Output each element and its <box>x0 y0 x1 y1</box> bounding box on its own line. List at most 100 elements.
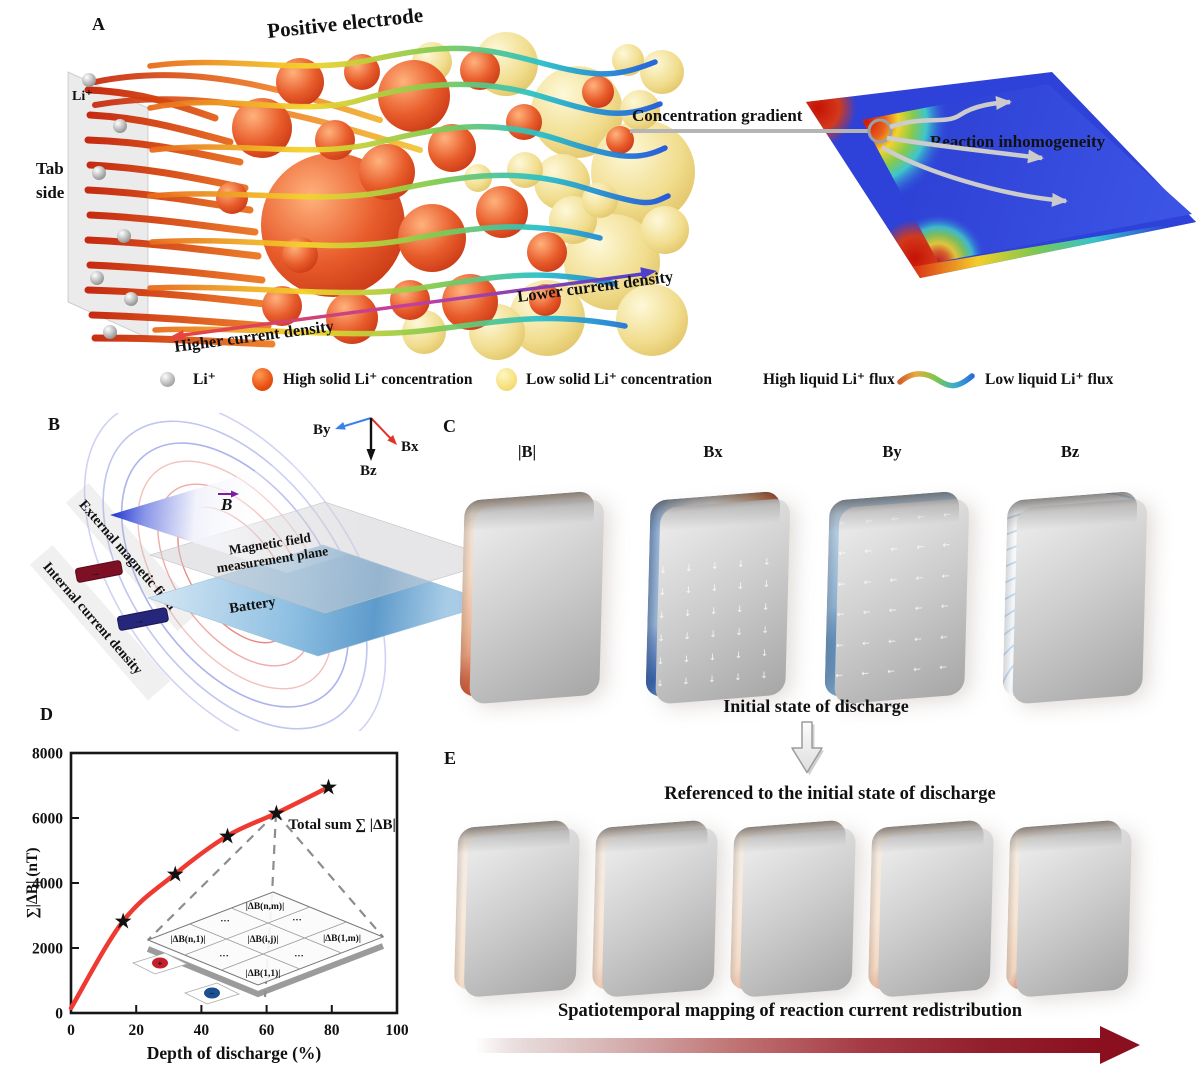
b-vector-label: B <box>218 490 239 514</box>
field-vector-glyph: ↓ <box>735 627 743 639</box>
positive-electrode-title: Positive electrode <box>266 3 424 43</box>
field-vector-glyph: ↓ <box>684 586 693 597</box>
field-vector-glyph: ← <box>837 579 846 591</box>
tab-side-label-line1: Tab <box>36 159 64 178</box>
svg-text:0: 0 <box>55 1006 63 1023</box>
field-vector-glyph: ← <box>887 667 896 678</box>
hotspot-circle <box>867 118 893 144</box>
initial-state-caption: Initial state of discharge <box>723 696 909 716</box>
field-vector-glyph: ← <box>913 665 922 676</box>
svg-text:|ΔB(n,1)|: |ΔB(n,1)| <box>170 934 205 945</box>
svg-text:★: ★ <box>167 864 184 885</box>
field-vector-glyph: ← <box>888 636 896 648</box>
positive-electrode-illustration: Li⁺ Positive electrode Tab side Higher c… <box>36 3 1196 360</box>
field-vector-glyph: ← <box>943 509 951 521</box>
battery-map-dod-4 <box>867 819 985 991</box>
current-feed-tubes <box>84 86 276 348</box>
svg-text:+: + <box>157 959 162 969</box>
svg-text:→: → <box>89 567 101 580</box>
svg-text:2000: 2000 <box>32 941 63 958</box>
concentration-gradient-label: Concentration gradient <box>632 106 803 125</box>
field-vector-glyph: ↓ <box>761 602 770 614</box>
field-vector-glyph: ↓ <box>658 588 667 599</box>
field-vector-glyph: ↓ <box>657 610 666 622</box>
inset-grid-lines <box>184 906 347 971</box>
negative-tab: → <box>117 607 169 631</box>
field-vector-glyph: ↓ <box>709 606 718 618</box>
field-vector-glyph: ↓ <box>762 557 771 568</box>
svg-text:|ΔB(i,j)|: |ΔB(i,j)| <box>248 934 279 945</box>
field-vector-glyph: ↓ <box>736 581 745 593</box>
battery-map-dod-5 <box>1005 819 1123 991</box>
battery-map-Bmag <box>459 490 595 698</box>
legend-li-label: Li⁺ <box>193 371 216 388</box>
panel-d-label: D <box>40 704 53 724</box>
svg-text:40: 40 <box>194 1022 210 1039</box>
field-vector-glyph: ← <box>939 632 948 644</box>
svg-text:Total sum ∑ |ΔB|: Total sum ∑ |ΔB| <box>288 817 395 833</box>
field-vector-glyph: ← <box>916 542 925 554</box>
field-axes-triad: By Bx Bz <box>313 417 419 479</box>
field-vector-glyph: ← <box>862 608 871 619</box>
svg-text:★: ★ <box>115 912 132 933</box>
field-vector-glyph: ↓ <box>656 656 665 668</box>
svg-text:8000: 8000 <box>32 746 63 763</box>
field-vector-glyph: ← <box>862 638 870 650</box>
battery-map-By: ← ← ← ← ← ← ← ← ← ← ← ← ← ← ← ← ← ← ← ← ← ← ← ← ← ← ← ← ← ← <box>824 490 960 698</box>
field-vector-glyph: ↓ <box>683 631 692 643</box>
svg-text:···: ··· <box>220 917 230 927</box>
field-vector-glyph: ↓ <box>709 629 717 641</box>
panel-b-label: B <box>48 414 61 434</box>
field-vector-glyph: ← <box>917 511 926 523</box>
svg-text:|ΔB(n,m)|: |ΔB(n,m)| <box>246 901 284 912</box>
magnetic-field-setup-illustration: External magnetic field Internal current… <box>29 413 501 731</box>
svg-text:−: − <box>209 989 214 999</box>
battery-map-dod-2 <box>591 819 709 991</box>
field-vector-glyph: ↓ <box>682 677 690 688</box>
svg-text:100: 100 <box>385 1022 409 1039</box>
li-ion-label: Li⁺ <box>72 89 93 104</box>
svg-text:→: → <box>133 615 145 628</box>
battery-map-Bz <box>1002 490 1138 698</box>
field-vector-glyph: ↓ <box>710 583 719 595</box>
panel-e-label: E <box>444 748 457 768</box>
field-vector-glyph: ← <box>889 575 898 586</box>
field-vector-glyph: ← <box>888 605 897 617</box>
map-label-Bmag: |B| <box>517 442 537 461</box>
inset-cell-labels: |ΔB(n,m)| |ΔB(n,1)| |ΔB(i,j)| |ΔB(1,m)| … <box>170 901 361 979</box>
inset-positive-tab: + <box>131 952 189 975</box>
axis-bx-label: Bx <box>401 439 419 455</box>
svg-text:4000: 4000 <box>32 876 63 893</box>
svg-text:80: 80 <box>324 1022 340 1039</box>
field-vector-glyph: ↓ <box>735 604 744 616</box>
time-gradient-arrow-shaft <box>475 1038 1105 1053</box>
svg-text:★: ★ <box>219 826 236 847</box>
legend-low-solid-label: Low solid Li⁺ concentration <box>526 371 713 388</box>
referenced-caption: Referenced to the initial state of disch… <box>664 784 996 804</box>
time-gradient-arrow-head <box>1100 1026 1140 1064</box>
inset-grid-plane <box>146 891 385 986</box>
field-vector-glyph: ← <box>864 546 873 558</box>
field-vector-glyph: ← <box>913 634 922 646</box>
field-vector-glyph: ← <box>836 640 844 652</box>
field-vector-glyph: ↓ <box>761 625 769 637</box>
chart-inset-battery-grid: |ΔB(n,m)| |ΔB(n,1)| |ΔB(i,j)| |ΔB(1,m)| … <box>131 812 385 1005</box>
svg-text:···: ··· <box>294 952 304 962</box>
field-vector-glyph: ↓ <box>736 559 745 570</box>
panel-c-label: C <box>443 416 456 436</box>
svg-text:★: ★ <box>268 804 285 825</box>
concentration-planes <box>806 72 1196 278</box>
field-vector-glyph: ↓ <box>734 650 743 661</box>
field-vector-glyph: ← <box>891 514 900 525</box>
field-vector-glyph: ← <box>940 601 949 613</box>
field-vector-glyph: ← <box>835 671 844 682</box>
svg-text:|ΔB(1,1)|: |ΔB(1,1)| <box>246 968 281 979</box>
field-vector-glyph: ↓ <box>683 608 692 620</box>
field-vector-glyph: ← <box>942 540 951 552</box>
field-vector-glyph: ← <box>838 548 847 560</box>
chart-axes-and-series: 0 2000 4000 6000 8000 0 20 40 60 80 100 Depth of di… <box>25 746 409 1064</box>
battery-label: Battery <box>228 594 277 617</box>
field-vector-glyph: ← <box>915 573 924 584</box>
high-solid-marker <box>252 368 273 391</box>
field-vector-glyph: ← <box>939 663 947 674</box>
